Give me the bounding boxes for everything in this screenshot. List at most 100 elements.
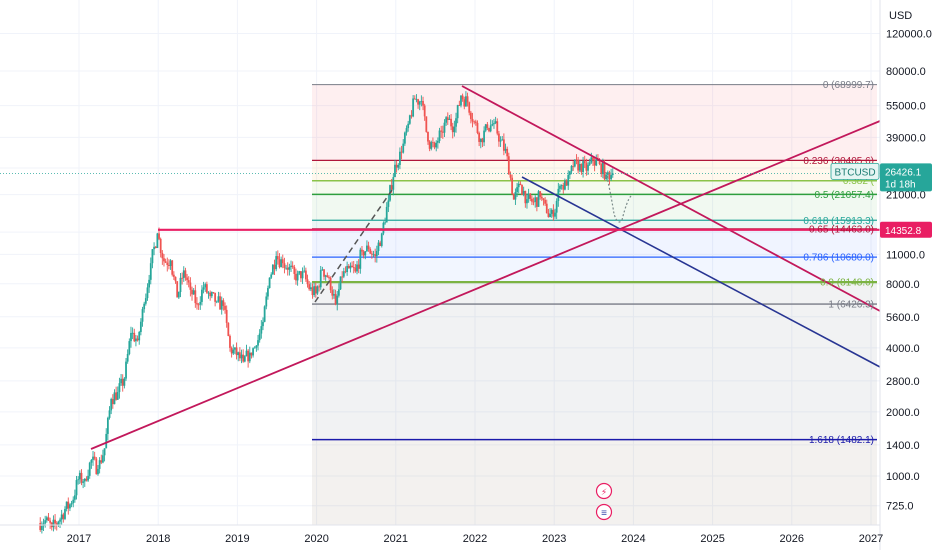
candle-body [577, 160, 580, 171]
candle-body [232, 349, 235, 354]
candle-body [82, 481, 85, 483]
candle-body [189, 282, 192, 290]
time-tick-label: 2026 [780, 533, 804, 545]
candle-body [121, 378, 124, 386]
candle-body [224, 305, 226, 310]
candle-body [519, 183, 522, 186]
candle-body [557, 188, 560, 201]
candle-body [59, 519, 61, 522]
candle-body [153, 246, 155, 250]
candle-body [568, 171, 571, 175]
candle-body [265, 296, 268, 307]
candle-body [352, 267, 355, 268]
candle-body [606, 172, 609, 175]
price-axis: USD120000.080000.055000.039000.028000.02… [879, 0, 932, 550]
candle-body [182, 270, 185, 279]
candle-body [100, 460, 103, 463]
time-tick-label: 2023 [542, 533, 566, 545]
price-tick-label: 120000.0 [886, 29, 932, 41]
candle-body [98, 460, 101, 469]
candle-body [97, 468, 99, 475]
candle-body [77, 479, 80, 481]
candle-body [230, 347, 233, 354]
price-tick-label: 11000.0 [886, 249, 925, 261]
candle-body [395, 164, 398, 168]
candle-body [250, 352, 253, 356]
candle-body [202, 287, 205, 290]
candle-body [400, 151, 403, 153]
candle-body [354, 267, 357, 272]
candle-body [410, 115, 413, 117]
candle-body [469, 112, 472, 119]
candle-body [590, 157, 593, 163]
candle-body [60, 514, 63, 520]
candle-body [582, 161, 584, 173]
candle-body [133, 332, 136, 342]
candle-body [399, 151, 401, 165]
candle-body [481, 138, 484, 143]
candle-body [493, 123, 495, 125]
candle-body [564, 180, 566, 190]
trendline-support [90, 120, 881, 450]
candle-body [488, 127, 490, 132]
candle-body [364, 251, 367, 256]
candle-body [286, 267, 289, 270]
candle-body [565, 180, 568, 186]
candle-body [610, 175, 613, 180]
candle-body [201, 289, 203, 302]
candle-body [296, 273, 299, 281]
candle-body [49, 520, 52, 523]
candle-body [171, 260, 174, 275]
candle-body [489, 125, 492, 132]
candle-body [205, 284, 208, 293]
lightning-icon[interactable] [595, 482, 613, 500]
candle-body [158, 233, 160, 239]
candle-body [494, 121, 497, 124]
candle-body [572, 165, 575, 167]
fib-zone [312, 282, 877, 305]
candle-body [163, 258, 165, 262]
trendline-projection [521, 176, 881, 368]
candle-body [560, 185, 563, 186]
price-tick-label: 4000.0 [886, 343, 920, 355]
candle-body [491, 124, 494, 126]
fib-zone [312, 304, 877, 440]
candle-body [318, 286, 320, 288]
level-tag-value: 14352.8 [885, 226, 922, 237]
candle-body [179, 277, 182, 292]
candle-body [417, 99, 419, 105]
projected-path [605, 171, 632, 223]
candle-body [375, 250, 378, 257]
candle-body [309, 287, 312, 290]
fib-label-0-65: 0.65 (14463.0) [809, 225, 874, 236]
candle-body [436, 140, 439, 143]
candle-body [237, 352, 240, 356]
candle-body [588, 162, 591, 165]
candle-body [67, 501, 70, 509]
price-tick-label: 5600.0 [886, 312, 920, 324]
flag-icon[interactable] [595, 503, 613, 521]
candle-body [146, 287, 149, 299]
candle-body [498, 133, 500, 142]
fib-zone [312, 229, 877, 258]
candle-body [245, 350, 248, 357]
candle-body [54, 519, 56, 524]
candle-body [118, 383, 121, 393]
candle-body [113, 392, 116, 405]
candle-body [253, 347, 256, 349]
candle-body [45, 517, 48, 521]
candle-body [552, 209, 555, 217]
candle-body [323, 269, 325, 277]
candle-body [517, 183, 520, 188]
candle-body [194, 290, 197, 304]
candle-body [88, 462, 91, 476]
candle-body [341, 276, 344, 278]
candle-body [73, 495, 76, 500]
candle-body [159, 238, 162, 253]
candle-body [463, 99, 466, 107]
candle-body [461, 95, 464, 100]
time-tick-label: 2024 [621, 533, 645, 545]
fib-zone [312, 84, 877, 161]
candle-body [506, 148, 509, 157]
price-tag-bg [880, 163, 932, 192]
